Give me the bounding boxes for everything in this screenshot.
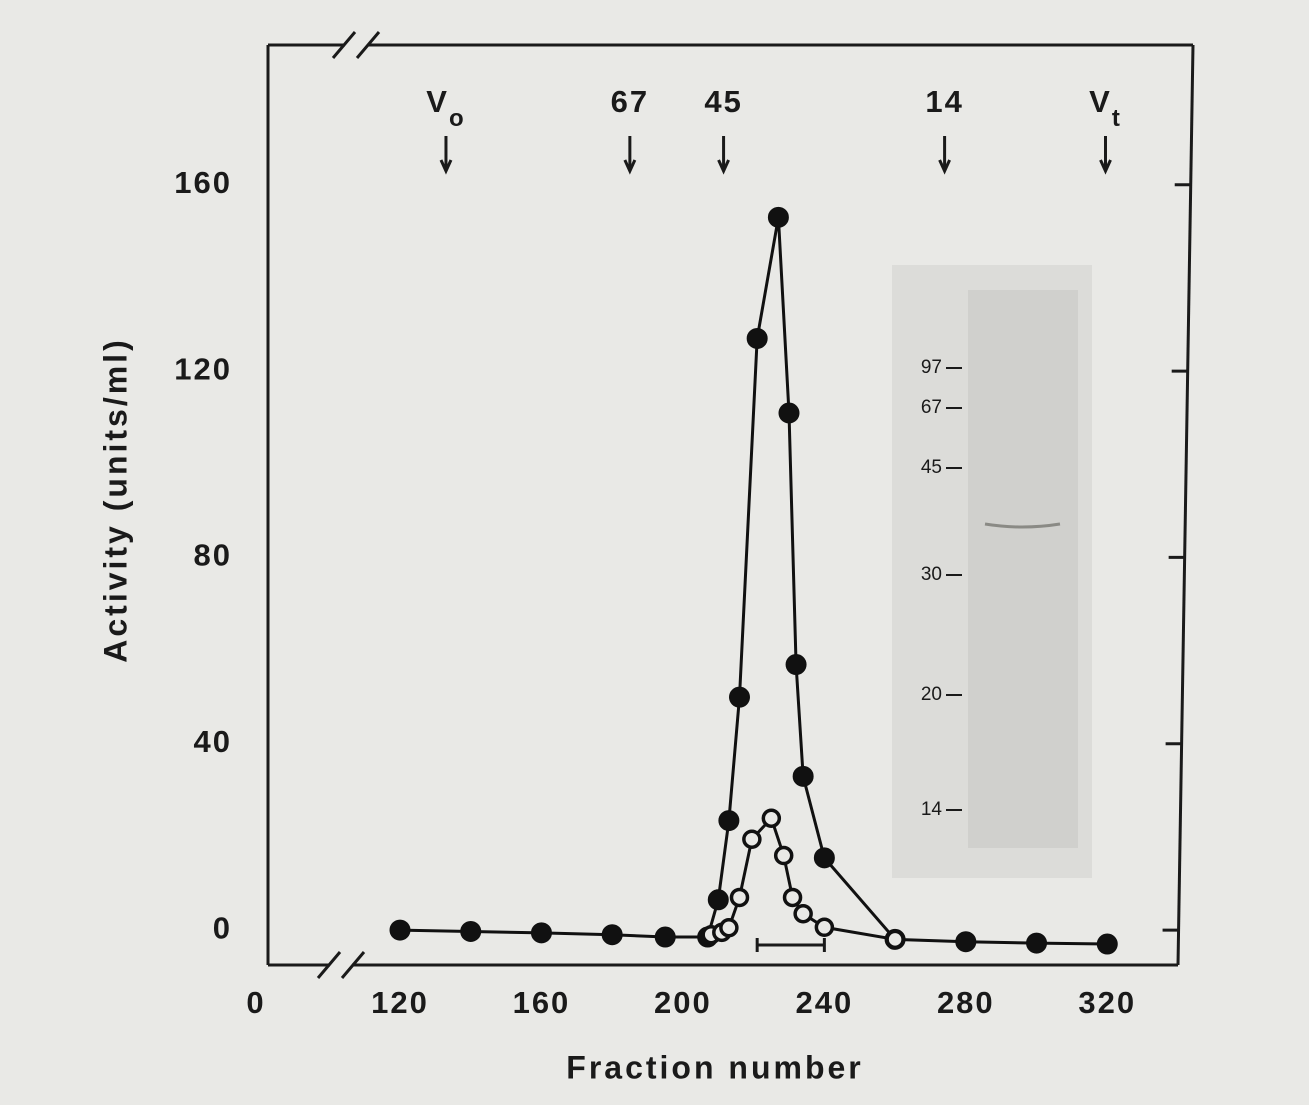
open-point xyxy=(719,917,739,938)
filled-point xyxy=(601,924,623,946)
marker-label: 14 xyxy=(925,84,963,119)
filled-point xyxy=(778,402,800,424)
filled-point xyxy=(813,847,835,869)
filled-point xyxy=(460,920,482,942)
marker-label: 67 xyxy=(611,84,649,119)
gel-inset xyxy=(892,265,1092,878)
x-tick-label: 240 xyxy=(795,985,853,1020)
marker-label: Vo xyxy=(426,84,465,132)
y-tick-label: 40 xyxy=(194,724,232,759)
open-point xyxy=(761,808,782,829)
x-tick-label: 120 xyxy=(371,985,429,1020)
marker-text: 45 xyxy=(704,84,742,119)
gel-marker-label: 67 xyxy=(921,397,942,418)
gel-lane xyxy=(968,290,1078,848)
open-point xyxy=(773,845,794,866)
filled-point xyxy=(718,810,740,832)
marker-label: 45 xyxy=(704,84,742,119)
marker-text: 67 xyxy=(611,84,649,119)
y-tick-label: 160 xyxy=(174,165,232,200)
marker-arrowhead xyxy=(1099,159,1112,175)
filled-point xyxy=(767,206,789,228)
open-point xyxy=(793,904,813,924)
marker-arrowhead xyxy=(717,159,730,175)
gel-marker-label: 97 xyxy=(921,357,942,378)
filled-point xyxy=(389,919,411,941)
x-tick-label: 160 xyxy=(513,985,571,1020)
y-tick-label: 80 xyxy=(194,538,232,573)
filled-point xyxy=(1026,932,1048,954)
filled-point xyxy=(707,889,729,911)
marker-text: V xyxy=(1089,84,1112,119)
open-point xyxy=(885,929,905,950)
filled-point xyxy=(792,765,814,787)
y-tick-label: 120 xyxy=(174,351,232,386)
gel-marker-label: 30 xyxy=(921,564,942,585)
marker-subscript: t xyxy=(1112,105,1122,132)
open-point xyxy=(782,887,803,908)
marker-text: V xyxy=(426,84,449,119)
plot-frame xyxy=(266,31,1195,979)
marker-arrowhead xyxy=(439,159,453,175)
marker-arrowhead xyxy=(938,159,951,175)
gel-band xyxy=(984,522,1061,529)
x-tick-label: 200 xyxy=(654,985,712,1020)
filled-point xyxy=(955,931,977,953)
filled-point xyxy=(1096,933,1118,955)
open-point xyxy=(814,917,835,938)
marker-arrowhead xyxy=(623,159,637,175)
marker-subscript: o xyxy=(449,105,466,132)
y-tick-label: 0 xyxy=(213,910,232,945)
gel-marker-label: 20 xyxy=(921,684,942,705)
x-tick-label: 320 xyxy=(1078,985,1136,1020)
x-axis-title: Fraction number xyxy=(566,1049,863,1085)
pooled-bracket xyxy=(755,938,826,952)
open-point xyxy=(729,887,750,908)
x-tick-label: 0 xyxy=(246,985,265,1020)
marker-label: Vt xyxy=(1089,84,1122,132)
y-axis-title: Activity (units/ml) xyxy=(97,337,133,662)
filled-point xyxy=(728,686,750,708)
filled-point xyxy=(746,327,768,349)
gel-marker-label: 45 xyxy=(921,457,942,478)
filled-point xyxy=(654,926,676,948)
x-tick-label: 280 xyxy=(937,985,995,1020)
gel-marker-label: 14 xyxy=(921,799,943,820)
marker-text: 14 xyxy=(925,84,963,119)
filled-point xyxy=(530,922,552,944)
filled-point xyxy=(785,654,807,676)
open-point xyxy=(742,829,762,849)
